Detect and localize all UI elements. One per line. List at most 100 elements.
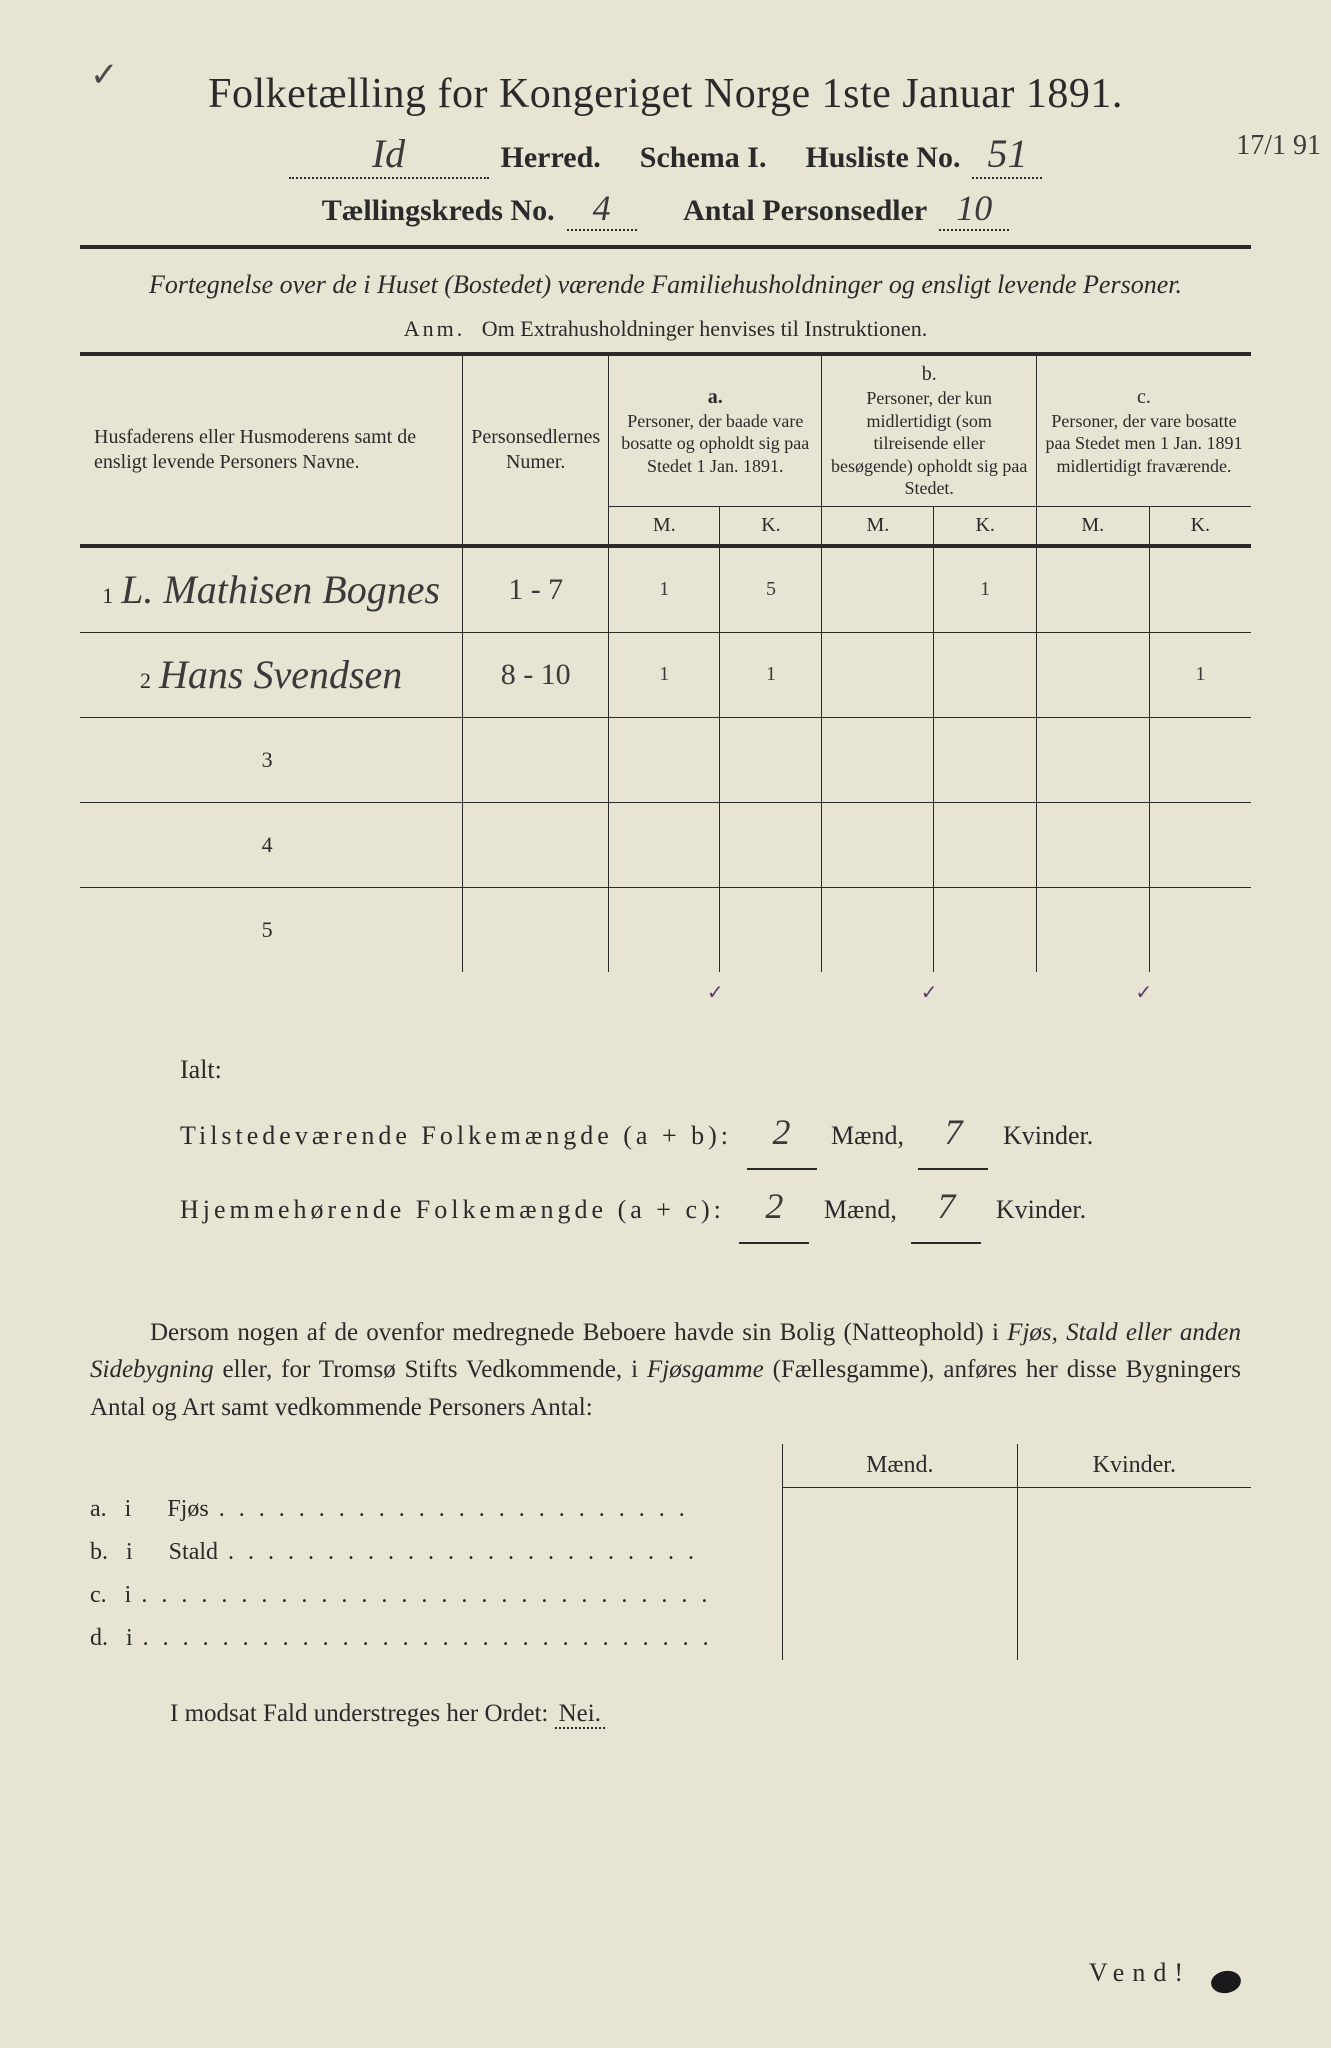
kreds-field: 4 (567, 187, 637, 231)
husliste-field: 51 (972, 130, 1042, 179)
l1-label: Tilstedeværende Folkemængde (a + b): (180, 1121, 732, 1150)
maend-label: Mænd, (831, 1121, 904, 1150)
row-ps (463, 802, 609, 887)
dots: . . . . . . . . . . . . . . . . . . . . … (131, 1582, 711, 1608)
row-c-m (1036, 717, 1149, 802)
l2-m: 2 (739, 1170, 809, 1244)
para-it2: Fjøsgamme (647, 1356, 764, 1383)
side-date-note: 17/1 91 (1236, 130, 1321, 162)
table-row: 4 (80, 802, 1251, 887)
col-c-header: c. Personer, der vare bosatte paa Stedet… (1036, 354, 1251, 506)
page-title: Folketælling for Kongeriget Norge 1ste J… (80, 70, 1251, 118)
row-num: 2 (140, 668, 151, 693)
side-label: Stald (169, 1539, 218, 1565)
row-a-k: 1 (720, 632, 822, 717)
row-b-m (822, 717, 934, 802)
anm-line: Anm. Om Extrahusholdninger henvises til … (80, 316, 1251, 342)
table-row: 3 (80, 717, 1251, 802)
antal-field: 10 (939, 187, 1009, 231)
row-a-k (720, 802, 822, 887)
col-a-k: K. (720, 506, 822, 546)
top-checkmark: ✓ (90, 55, 119, 95)
col-names-text: Husfaderens eller Husmoderens samt de en… (94, 426, 416, 473)
side-k-cell (1017, 1531, 1251, 1574)
side-building-table: Mænd. Kvinder. a. i Fjøs . . . . . . . .… (80, 1444, 1251, 1660)
col-b-k: K. (934, 506, 1037, 546)
anm-text: Om Extrahusholdninger henvises til Instr… (482, 316, 927, 341)
row-a-m: 1 (609, 632, 720, 717)
header-line-2: Tællingskreds No. 4 Antal Personsedler 1… (80, 187, 1251, 231)
antal-value: 10 (956, 188, 992, 228)
row-b-k (934, 632, 1037, 717)
row-c-k (1149, 546, 1251, 633)
row-b-k (934, 717, 1037, 802)
side-building-paragraph: Dersom nogen af de ovenfor medregnede Be… (90, 1314, 1241, 1427)
side-row: b. i Stald . . . . . . . . . . . . . . .… (80, 1531, 1251, 1574)
row-num: 1 (102, 583, 113, 608)
table-row: 1L. Mathisen Bognes 1 - 7 1 5 1 (80, 546, 1251, 633)
side-k: d. (90, 1625, 108, 1651)
totals-line-1: Tilstedeværende Folkemængde (a + b): 2 M… (180, 1096, 1251, 1170)
row-num: 4 (262, 832, 273, 857)
para-t2: eller, for Tromsø Stifts Vedkommende, i (214, 1356, 647, 1383)
col-a-text: Personer, der baade vare bosatte og opho… (617, 410, 813, 478)
col-b-header: b. Personer, der kun midlertidigt (som t… (822, 354, 1037, 506)
anm-label: Anm. (404, 316, 466, 341)
nei-word: Nei. (555, 1700, 605, 1729)
row-b-m (822, 546, 934, 633)
col-a-letter: a. (617, 385, 813, 410)
row-num: 3 (262, 747, 273, 772)
husliste-value: 51 (987, 131, 1027, 176)
side-m-cell (783, 1574, 1018, 1617)
side-i: i (125, 1496, 132, 1522)
dots: . . . . . . . . . . . . . . . . . . . . … (209, 1496, 689, 1522)
side-m-cell (783, 1488, 1018, 1531)
kreds-value: 4 (593, 188, 611, 228)
side-k: b. (90, 1539, 108, 1565)
col-a-m: M. (609, 506, 720, 546)
row-b-k (934, 802, 1037, 887)
row-c-k (1149, 887, 1251, 972)
kvinder-label: Kvinder. (1003, 1121, 1093, 1150)
col-ps-header: Personsedlernes Numer. (463, 354, 609, 546)
row-num: 5 (262, 917, 273, 942)
subtitle: Fortegnelse over de i Huset (Bostedet) v… (110, 267, 1221, 302)
side-k: a. (90, 1496, 107, 1522)
tick-a: ✓ (609, 972, 822, 1014)
side-row: d. i . . . . . . . . . . . . . . . . . .… (80, 1617, 1251, 1660)
side-k: c. (90, 1582, 107, 1608)
row-a-m: 1 (609, 546, 720, 633)
nei-line: I modsat Fald understreges her Ordet: Ne… (80, 1700, 1251, 1728)
row-a-k (720, 717, 822, 802)
row-name: L. Mathisen Bognes (121, 567, 440, 612)
dots: . . . . . . . . . . . . . . . . . . . . … (133, 1625, 713, 1651)
side-i: i (126, 1539, 133, 1565)
side-k-cell (1017, 1617, 1251, 1660)
row-a-m (609, 717, 720, 802)
row-c-k (1149, 802, 1251, 887)
row-a-m (609, 802, 720, 887)
kreds-label: Tællingskreds No. (322, 194, 555, 228)
vend-label: Vend! (1089, 1958, 1191, 1988)
row-a-k: 5 (720, 546, 822, 633)
herred-value: Id (372, 131, 405, 176)
husliste-label: Husliste No. (805, 141, 960, 175)
side-m-cell (783, 1617, 1018, 1660)
side-k-cell (1017, 1488, 1251, 1531)
col-c-m: M. (1036, 506, 1149, 546)
totals-line-2: Hjemmehørende Folkemængde (a + c): 2 Mæn… (180, 1170, 1251, 1244)
herred-field: Id (289, 130, 489, 179)
side-k-cell (1017, 1574, 1251, 1617)
row-ps (463, 717, 609, 802)
header-line-1: Id Herred. Schema I. Husliste No. 51 17/… (80, 130, 1251, 179)
row-b-k (934, 887, 1037, 972)
side-label: Fjøs (167, 1496, 208, 1522)
row-c-m (1036, 887, 1149, 972)
row-a-k (720, 887, 822, 972)
row-b-k: 1 (934, 546, 1037, 633)
ink-blot (1209, 1969, 1242, 1996)
col-names-header: Husfaderens eller Husmoderens samt de en… (80, 354, 463, 546)
col-c-text: Personer, der vare bosatte paa Stedet me… (1045, 410, 1243, 478)
l2-label: Hjemmehørende Folkemængde (a + c): (180, 1195, 725, 1224)
rule-1 (80, 245, 1251, 249)
